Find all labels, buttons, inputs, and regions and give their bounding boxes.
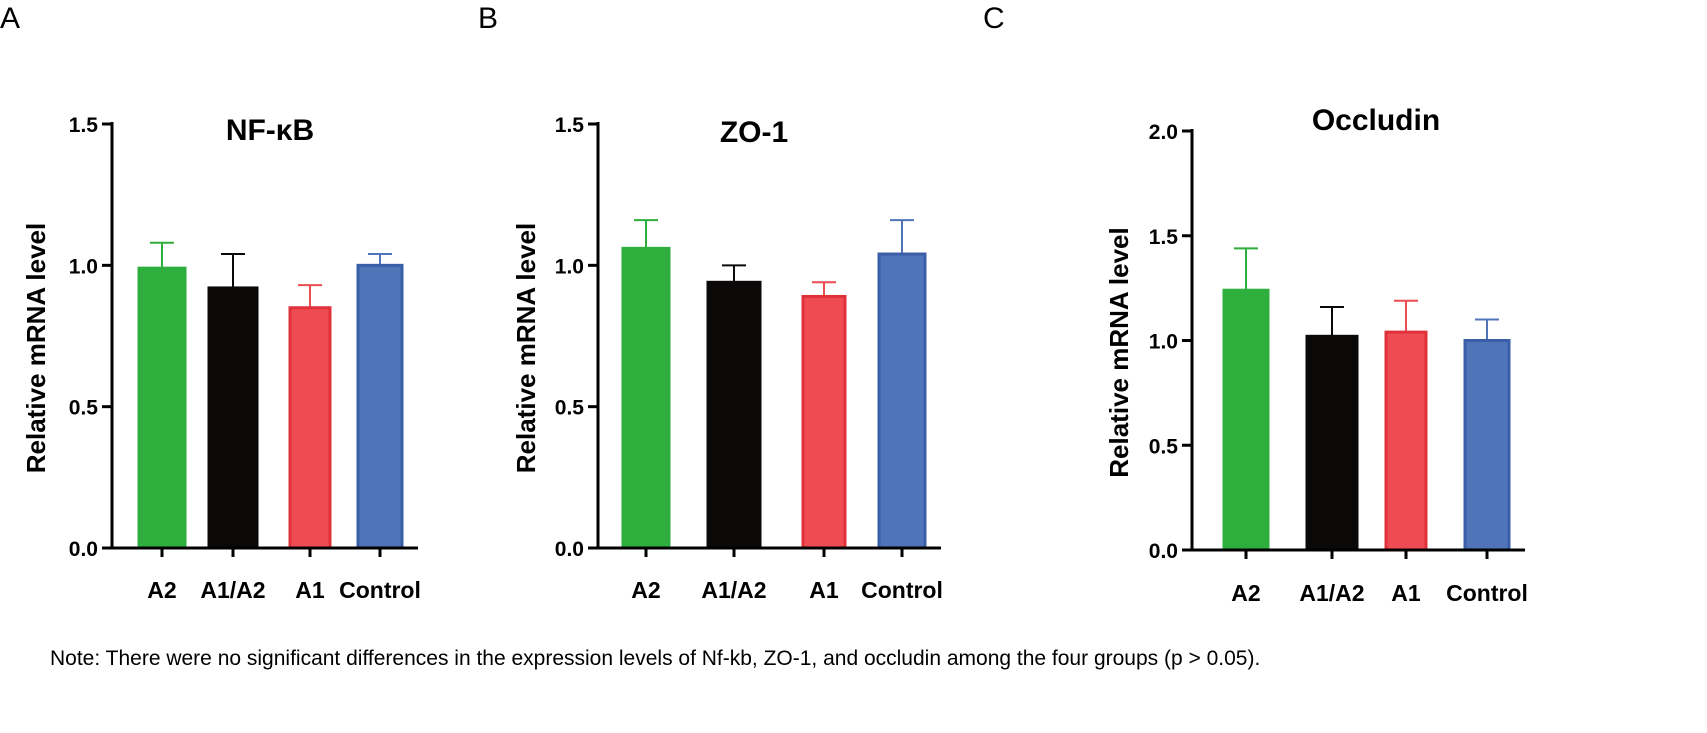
y-axis-label-c: Relative mRNA level [1104, 227, 1134, 477]
bar-c-a1-a2 [1305, 334, 1359, 552]
chart-title-b: ZO-1 [720, 116, 788, 149]
y-tick-label-a-2: 1.0 [69, 255, 98, 278]
bar-a-a2 [137, 266, 187, 550]
y-tick-label-b-0: 0.0 [555, 538, 584, 561]
x-tick-label-b-control: Control [861, 577, 943, 603]
x-tick-label-c-a1: A1 [1391, 580, 1421, 606]
chart-title-a: NF-κB [226, 114, 314, 147]
panel-letter-c: C [983, 2, 1005, 35]
y-tick-label-c-0: 0.0 [1149, 540, 1178, 563]
panel-letter-b: B [478, 2, 498, 35]
x-tick-label-a-a1: A1 [295, 577, 325, 603]
bar-b-a1-a2 [706, 280, 762, 550]
y-tick-label-c-2: 1.0 [1149, 331, 1178, 354]
footnote: Note: There were no significant differen… [50, 647, 1261, 670]
y-tick-label-c-3: 1.5 [1149, 226, 1179, 249]
bar-c-control [1463, 339, 1511, 552]
y-tick-label-c-4: 2.0 [1149, 121, 1178, 144]
chart-panel-c: C Occludin Relative mRNA level A2 A1/A2 A1 Con… [983, 2, 1528, 606]
figure: A NF-κB Relative mRNA level A2 A1/A2 A1 Contro… [0, 2, 1528, 606]
bar-c-a1 [1384, 330, 1428, 552]
y-tick-label-a-3: 1.5 [69, 114, 99, 137]
y-axis-label-a: Relative mRNA level [21, 223, 51, 473]
x-tick-label-a-a1-a2: A1/A2 [200, 577, 265, 603]
chart-title-c: Occludin [1312, 104, 1440, 137]
y-tick-label-b-2: 1.0 [555, 255, 584, 278]
bar-b-a1 [801, 294, 847, 550]
x-tick-label-b-a1: A1 [809, 577, 839, 603]
panel-letter-a: A [0, 2, 20, 35]
x-tick-label-c-control: Control [1446, 580, 1528, 606]
bar-c-a2 [1222, 288, 1270, 552]
x-tick-label-c-a1-a2: A1/A2 [1299, 580, 1364, 606]
bar-b-control [877, 252, 927, 550]
y-tick-label-a-0: 0.0 [69, 538, 98, 561]
bar-a-a1 [288, 306, 332, 550]
bar-a-control [356, 263, 404, 550]
x-tick-label-a-a2: A2 [147, 577, 176, 603]
chart-panel-b: B ZO-1 Relative mRNA level A2 A1/A2 A1 Control… [478, 2, 943, 603]
x-tick-label-b-a1-a2: A1/A2 [701, 577, 766, 603]
bar-a-a1-a2 [207, 286, 259, 550]
y-tick-label-c-1: 0.5 [1149, 435, 1179, 458]
x-tick-label-a-control: Control [339, 577, 421, 603]
y-tick-label-b-3: 1.5 [555, 114, 585, 137]
chart-panel-a: A NF-κB Relative mRNA level A2 A1/A2 A1 Contro… [0, 2, 421, 603]
y-axis-label-b: Relative mRNA level [511, 223, 541, 473]
bar-b-a2 [621, 246, 671, 550]
x-tick-label-c-a2: A2 [1231, 580, 1260, 606]
y-tick-label-a-1: 0.5 [69, 397, 99, 420]
y-tick-label-b-1: 0.5 [555, 397, 585, 420]
x-tick-label-b-a2: A2 [631, 577, 660, 603]
